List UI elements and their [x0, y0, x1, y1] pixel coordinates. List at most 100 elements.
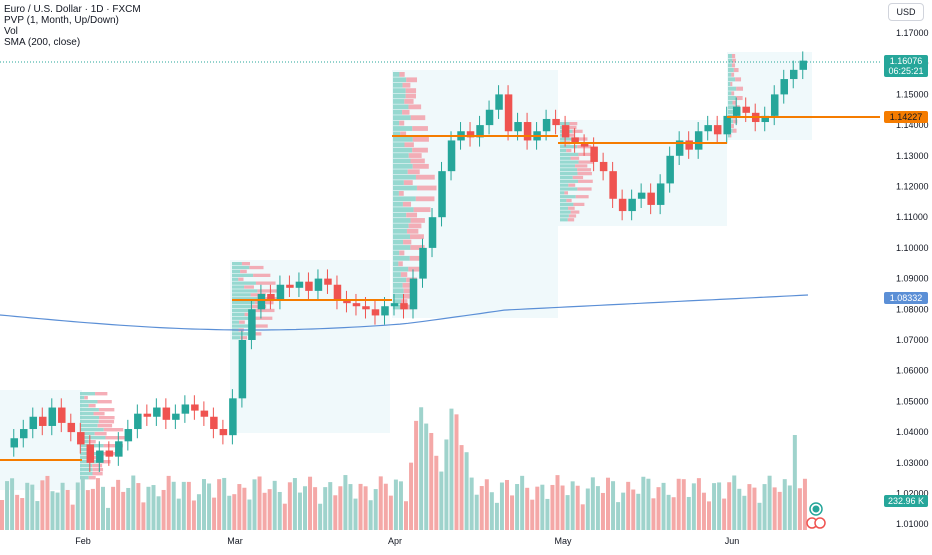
profile-bar-down	[729, 133, 732, 138]
candle-body	[571, 137, 579, 144]
volume-bar	[378, 476, 383, 530]
profile-bar-down	[94, 432, 107, 436]
profile-bar-up	[393, 147, 413, 153]
profile-bar-down	[402, 109, 410, 115]
profile-bar-down	[731, 63, 736, 68]
candle-body	[67, 422, 76, 433]
volume-bar	[535, 486, 540, 530]
candle-body	[181, 404, 190, 414]
time-label-apr: Apr	[388, 536, 402, 546]
profile-bar-down	[92, 468, 104, 472]
profile-bar-up	[232, 336, 241, 340]
profile-bar-down	[98, 420, 115, 424]
volume-bar	[257, 476, 262, 530]
volume-bar	[520, 475, 525, 530]
profile-bar-down	[412, 136, 429, 142]
profile-bar-down	[575, 164, 588, 168]
candle-body	[409, 278, 418, 310]
indicator-sma-label[interactable]: SMA (200, close)	[4, 37, 81, 48]
profile-bar-down	[568, 183, 576, 187]
volume-bar	[202, 479, 206, 530]
profile-bar-down	[404, 99, 414, 104]
volume-bar	[621, 492, 626, 530]
profile-bar-up	[80, 432, 95, 436]
profile-bar-down	[92, 464, 103, 468]
volume-bar	[409, 462, 414, 530]
profile-bar-down	[732, 128, 737, 133]
profile-bar-down	[578, 160, 594, 164]
volume-bar	[232, 494, 237, 530]
candle-body	[162, 407, 171, 420]
candle-body	[153, 407, 161, 417]
profile-bar-up	[728, 68, 734, 73]
profile-bar-up	[232, 293, 251, 297]
volume-bar	[40, 480, 45, 530]
profile-bar-up	[560, 187, 578, 191]
candle-body	[618, 198, 627, 212]
price-tick-label: 1.15000	[896, 89, 929, 99]
currency-button[interactable]: USD	[888, 3, 924, 21]
volume-bar	[797, 488, 802, 530]
sma-line	[0, 294, 809, 331]
profile-bar-down	[398, 191, 404, 196]
indicator-pvp-label[interactable]: PVP (1, Month, Up/Down)	[4, 15, 119, 26]
profile-bar-up	[393, 250, 400, 256]
candle-body	[770, 94, 779, 116]
profile-bar-down	[402, 282, 411, 288]
profile-bar-down	[103, 444, 123, 448]
profile-bar-down	[105, 436, 127, 440]
volume-bar	[474, 494, 479, 530]
price-axis[interactable]: 1.170001.160001.150001.140001.130001.120…	[880, 0, 932, 530]
candle-body	[466, 131, 475, 138]
volume-bar	[85, 490, 90, 530]
profile-bar-down	[406, 228, 419, 234]
profile-bar-up	[560, 152, 579, 157]
last-price-value: 1.16076	[890, 56, 923, 66]
symbol-title[interactable]: Euro / U.S. Dollar · 1D · FXCM	[4, 4, 141, 15]
candle-body	[172, 413, 180, 420]
profile-bar-up	[393, 245, 411, 250]
volume-bar	[247, 499, 252, 530]
time-axis[interactable]: Feb Mar Apr May Jun	[0, 530, 932, 550]
indicator-vol-label[interactable]: Vol	[4, 26, 18, 37]
profile-bar-up	[232, 269, 241, 274]
volume-bar	[550, 484, 555, 530]
volume-bar	[166, 475, 171, 530]
candle-body	[675, 140, 684, 156]
profile-bar-down	[413, 207, 431, 213]
volume-bar	[348, 484, 353, 530]
profile-bar-down	[578, 179, 593, 183]
profile-bar-up	[560, 172, 578, 176]
candle-body	[219, 429, 228, 436]
price-tick-label: 1.02000	[896, 489, 929, 499]
volume-bar	[494, 502, 499, 530]
volume-bar	[727, 482, 732, 530]
profile-bar-down	[254, 316, 273, 320]
profile-bar-up	[393, 72, 400, 77]
volume-bar	[676, 478, 681, 530]
candle-body	[210, 416, 218, 430]
realtime-indicator-icon[interactable]	[809, 502, 823, 516]
candle-body	[599, 161, 608, 172]
profile-bar-down	[733, 68, 739, 73]
profile-bar-down	[736, 96, 743, 101]
candle-body	[542, 118, 551, 132]
profile-bar-down	[736, 86, 744, 91]
profile-bar-down	[731, 91, 735, 96]
price-tick-label: 1.04000	[896, 427, 929, 437]
volume-bar	[146, 486, 151, 530]
profile-bar-down	[98, 408, 115, 412]
candle-body	[276, 284, 285, 301]
dividend-icon[interactable]	[806, 517, 826, 529]
candle-body	[666, 155, 674, 184]
profile-bar-down	[570, 210, 580, 214]
volume-bar	[717, 482, 722, 530]
profile-bar-down	[410, 115, 426, 121]
volume-bar	[747, 484, 752, 530]
candle-body	[229, 398, 237, 436]
profile-bar-up	[728, 54, 732, 59]
profile-bar-up	[560, 191, 565, 195]
volume-bar	[136, 483, 141, 530]
